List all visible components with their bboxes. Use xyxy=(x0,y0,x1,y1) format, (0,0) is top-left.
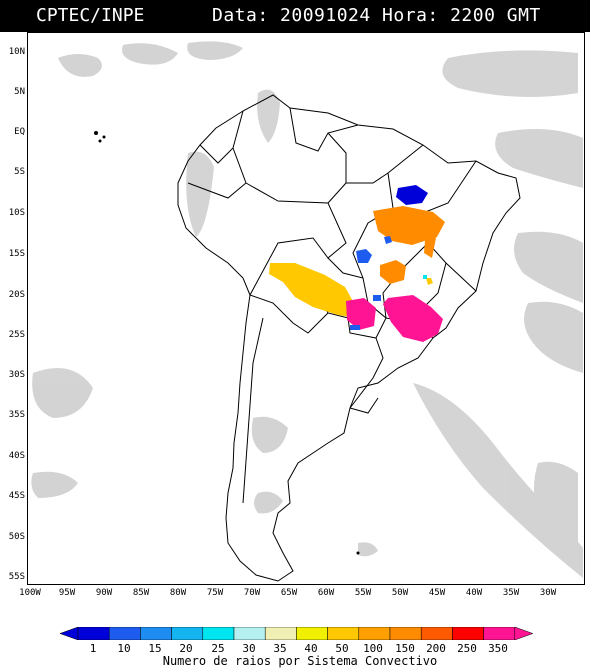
title-bar: CPTEC/INPE Data: 20091024 Hora: 2200 GMT xyxy=(0,0,590,32)
colorbar-cell xyxy=(140,627,172,640)
lat-label: 10N xyxy=(8,47,25,57)
magenta-cluster-saopaulo xyxy=(383,295,443,342)
orange-cluster-east xyxy=(424,228,436,258)
map-panel xyxy=(27,32,585,585)
lat-label: 5S xyxy=(14,167,25,177)
colorbar-label: 35 xyxy=(273,642,287,655)
colorbar-label: 10 xyxy=(117,642,131,655)
lon-label: 100W xyxy=(19,588,41,598)
lon-label: 45W xyxy=(428,588,446,598)
colorbar-label: 100 xyxy=(363,642,383,655)
colorbar-cell xyxy=(233,627,266,640)
colorbar-cell xyxy=(483,627,516,640)
yellow-dot xyxy=(426,278,433,285)
lat-label: 20S xyxy=(8,290,25,300)
blue-cluster-north xyxy=(396,185,428,205)
colorbar-cell xyxy=(296,627,328,640)
lat-label: 50S xyxy=(8,532,25,542)
lon-label: 65W xyxy=(280,588,298,598)
yellow-cluster-bolivia xyxy=(269,263,355,317)
colorbar-cell xyxy=(108,627,141,640)
colorbar-cell xyxy=(389,627,422,640)
convective-systems xyxy=(269,185,445,342)
source-label: CPTEC/INPE xyxy=(36,5,145,26)
lon-label: 85W xyxy=(132,588,150,598)
colorbar-cell xyxy=(358,627,391,640)
colorbar-label: 250 xyxy=(457,642,477,655)
blue-cluster-ms xyxy=(373,295,381,301)
lat-label: 45S xyxy=(8,491,25,501)
lat-label: 55S xyxy=(8,572,25,582)
lon-label: 70W xyxy=(243,588,261,598)
colorbar-label: 25 xyxy=(211,642,225,655)
lat-label: 10S xyxy=(8,208,25,218)
colorbar-label: 50 xyxy=(335,642,349,655)
colorbar-label: 1 xyxy=(89,642,97,655)
colorbar-cell xyxy=(452,627,484,640)
islands xyxy=(94,131,360,555)
cloud-layer xyxy=(31,41,583,578)
datetime-label: Data: 20091024 Hora: 2200 GMT xyxy=(212,5,541,26)
coastline xyxy=(177,94,521,582)
colorbar-label: 350 xyxy=(488,642,508,655)
lat-label: 15S xyxy=(8,249,25,259)
map-svg xyxy=(31,41,583,582)
colorbar-label: 200 xyxy=(426,642,446,655)
lon-label: 75W xyxy=(206,588,224,598)
lat-label: EQ xyxy=(14,127,25,137)
colorbar-label: 20 xyxy=(179,642,193,655)
lon-label: 95W xyxy=(58,588,76,598)
colorbar-cell xyxy=(77,627,110,640)
lat-label: 5N xyxy=(14,87,25,97)
colorbar-left-arrow xyxy=(60,627,79,640)
colorbar-cell xyxy=(327,627,360,640)
colorbar-right-arrow xyxy=(514,627,534,640)
lat-label: 25S xyxy=(8,330,25,340)
orange-cluster-goias xyxy=(380,260,406,284)
lat-label: 40S xyxy=(8,451,25,461)
colorbar-title: Numero de raios por Sistema Convectivo xyxy=(162,654,438,668)
colorbar-label: 40 xyxy=(304,642,318,655)
color-bar xyxy=(60,627,534,640)
lon-label: 35W xyxy=(502,588,520,598)
blue-cluster-small xyxy=(384,236,392,244)
blue-cluster-center xyxy=(356,249,372,263)
cyan-dot xyxy=(423,275,427,279)
colorbar-cell xyxy=(264,627,297,640)
colorbar-cell xyxy=(420,627,453,640)
colorbar-label: 15 xyxy=(148,642,162,655)
lon-label: 55W xyxy=(354,588,372,598)
colorbar-cell xyxy=(202,627,235,640)
lon-label: 80W xyxy=(169,588,187,598)
colorbar-label: 30 xyxy=(242,642,256,655)
lon-label: 40W xyxy=(465,588,483,598)
lon-label: 30W xyxy=(539,588,557,598)
magenta-cluster-paraguay xyxy=(346,298,376,330)
blue-cluster-paraguay xyxy=(350,325,360,330)
lon-label: 50W xyxy=(391,588,409,598)
lon-label: 60W xyxy=(317,588,335,598)
colorbar-cell xyxy=(171,627,204,640)
colorbar-label: 150 xyxy=(395,642,415,655)
lon-label: 90W xyxy=(95,588,113,598)
lat-label: 35S xyxy=(8,410,25,420)
lat-label: 30S xyxy=(8,370,25,380)
